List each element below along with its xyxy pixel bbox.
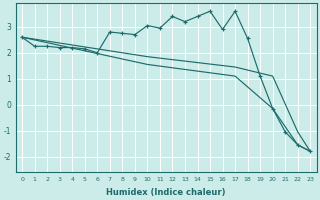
X-axis label: Humidex (Indice chaleur): Humidex (Indice chaleur) [107, 188, 226, 197]
